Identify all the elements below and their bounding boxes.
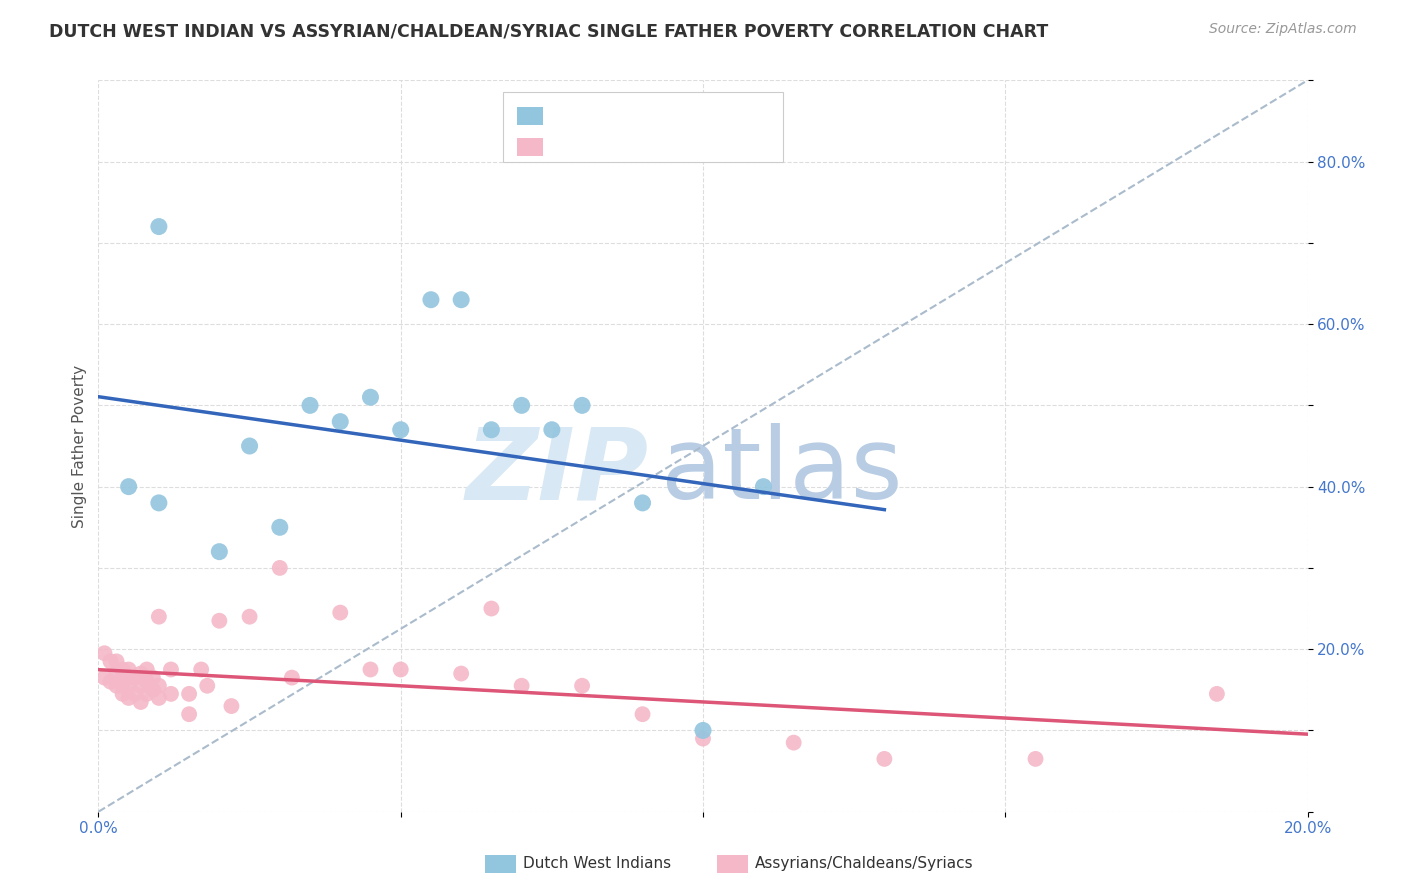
Text: atlas: atlas bbox=[661, 423, 903, 520]
Point bbox=[269, 520, 291, 534]
Point bbox=[420, 293, 443, 307]
Point bbox=[142, 682, 165, 697]
Point bbox=[111, 671, 134, 685]
Text: N =: N = bbox=[648, 109, 678, 123]
Point bbox=[148, 609, 170, 624]
Text: Dutch West Indians: Dutch West Indians bbox=[523, 856, 671, 871]
Point bbox=[105, 654, 128, 668]
Text: 0.403: 0.403 bbox=[585, 109, 633, 123]
Point bbox=[571, 679, 593, 693]
Text: R =: R = bbox=[550, 140, 578, 154]
Point bbox=[111, 687, 134, 701]
Point bbox=[360, 390, 382, 404]
Point bbox=[510, 398, 533, 412]
Point bbox=[179, 687, 201, 701]
Point bbox=[129, 695, 152, 709]
Point bbox=[208, 544, 231, 558]
Point bbox=[148, 219, 170, 234]
Point bbox=[389, 423, 412, 437]
Point bbox=[93, 671, 115, 685]
Text: Assyrians/Chaldeans/Syriacs: Assyrians/Chaldeans/Syriacs bbox=[755, 856, 973, 871]
Point bbox=[118, 480, 141, 494]
Point bbox=[135, 663, 157, 677]
Y-axis label: Single Father Poverty: Single Father Poverty bbox=[72, 365, 87, 527]
Point bbox=[190, 663, 212, 677]
Point bbox=[450, 293, 472, 307]
Point bbox=[93, 646, 115, 660]
Point bbox=[148, 690, 170, 705]
Point bbox=[142, 671, 165, 685]
Text: 19: 19 bbox=[681, 109, 702, 123]
Point bbox=[631, 707, 654, 722]
Point bbox=[118, 671, 141, 685]
Point bbox=[129, 679, 152, 693]
Point bbox=[571, 398, 593, 412]
Point bbox=[239, 609, 262, 624]
Text: 52: 52 bbox=[681, 140, 702, 154]
Point bbox=[100, 674, 122, 689]
Point bbox=[135, 674, 157, 689]
Point bbox=[389, 663, 412, 677]
Point bbox=[783, 736, 806, 750]
Text: -0.208: -0.208 bbox=[585, 140, 640, 154]
Point bbox=[329, 606, 352, 620]
Point bbox=[148, 679, 170, 693]
Point bbox=[692, 731, 714, 746]
Point bbox=[239, 439, 262, 453]
Point bbox=[1206, 687, 1229, 701]
Text: DUTCH WEST INDIAN VS ASSYRIAN/CHALDEAN/SYRIAC SINGLE FATHER POVERTY CORRELATION : DUTCH WEST INDIAN VS ASSYRIAN/CHALDEAN/S… bbox=[49, 22, 1049, 40]
Point bbox=[100, 654, 122, 668]
Point bbox=[118, 663, 141, 677]
Point bbox=[481, 601, 503, 615]
Point bbox=[111, 663, 134, 677]
Point bbox=[135, 687, 157, 701]
Point bbox=[329, 415, 352, 429]
Point bbox=[111, 679, 134, 693]
Point bbox=[118, 690, 141, 705]
Point bbox=[299, 398, 322, 412]
Point bbox=[160, 687, 183, 701]
Point bbox=[873, 752, 896, 766]
Point bbox=[269, 561, 291, 575]
Point bbox=[1024, 752, 1046, 766]
Text: Source: ZipAtlas.com: Source: ZipAtlas.com bbox=[1209, 22, 1357, 37]
Point bbox=[179, 707, 201, 722]
Point bbox=[692, 723, 714, 738]
Text: ZIP: ZIP bbox=[465, 423, 648, 520]
Point bbox=[510, 679, 533, 693]
Point bbox=[450, 666, 472, 681]
Point bbox=[360, 663, 382, 677]
Point bbox=[148, 496, 170, 510]
Point bbox=[118, 679, 141, 693]
Point bbox=[195, 679, 218, 693]
Point bbox=[752, 480, 775, 494]
Point bbox=[221, 699, 243, 714]
Point bbox=[540, 423, 562, 437]
Point bbox=[208, 614, 231, 628]
Text: N =: N = bbox=[648, 140, 678, 154]
Point bbox=[124, 687, 146, 701]
Point bbox=[631, 496, 654, 510]
Text: R =: R = bbox=[550, 109, 578, 123]
Point bbox=[105, 666, 128, 681]
Point bbox=[105, 679, 128, 693]
Point bbox=[160, 663, 183, 677]
Point bbox=[481, 423, 503, 437]
Point bbox=[129, 666, 152, 681]
Point bbox=[281, 671, 304, 685]
Point bbox=[124, 671, 146, 685]
